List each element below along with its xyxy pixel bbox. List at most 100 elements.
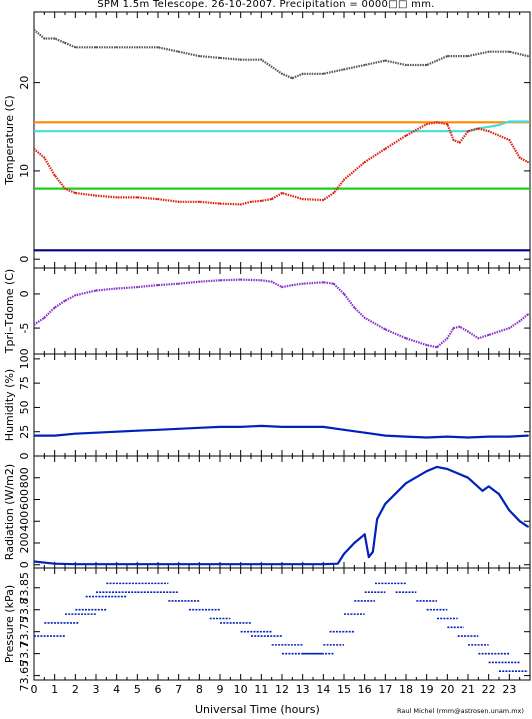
- data-point: [518, 520, 521, 523]
- y-tick-label: 73.7: [18, 641, 31, 666]
- data-point: [363, 431, 366, 434]
- x-tick-label: 6: [155, 683, 162, 696]
- data-point: [74, 432, 77, 435]
- x-axis-label: Universal Time (hours): [195, 703, 320, 716]
- data-point: [157, 284, 159, 287]
- data-point: [384, 59, 387, 62]
- data-point: [53, 562, 56, 565]
- data-point: [446, 337, 449, 340]
- y-tick-label: 73.8: [18, 597, 31, 622]
- data-point: [291, 284, 294, 287]
- data-point: [115, 563, 118, 566]
- data-point: [487, 485, 490, 488]
- data-point: [436, 465, 438, 468]
- data-point: [508, 435, 511, 438]
- x-tick-label: 2: [72, 683, 79, 696]
- data-point: [498, 123, 500, 126]
- x-tick-label: 17: [378, 683, 392, 696]
- data-point: [177, 282, 180, 285]
- data-point: [43, 316, 46, 319]
- data-point: [74, 294, 77, 297]
- data-point: [343, 428, 345, 431]
- data-point: [136, 429, 139, 432]
- data-point: [74, 563, 77, 566]
- data-point: [405, 435, 407, 438]
- data-point: [353, 306, 356, 309]
- x-tick-label: 22: [482, 683, 496, 696]
- data-point: [436, 121, 438, 124]
- data-point: [198, 55, 201, 58]
- data-point: [136, 46, 139, 49]
- data-point: [281, 191, 283, 194]
- data-point: [115, 196, 118, 199]
- series-group: [34, 582, 528, 673]
- data-point: [136, 286, 139, 289]
- data-point: [384, 502, 387, 505]
- data-point: [446, 130, 449, 133]
- data-point: [95, 431, 97, 434]
- data-point: [95, 46, 97, 49]
- data-point: [95, 289, 97, 292]
- series-line-0: [34, 424, 528, 439]
- data-point: [34, 323, 35, 326]
- data-point: [363, 63, 366, 66]
- data-point: [425, 436, 428, 439]
- data-point: [239, 425, 242, 428]
- series-line-0: [34, 28, 529, 80]
- data-point: [526, 313, 529, 316]
- data-point: [436, 59, 438, 62]
- data-point: [291, 77, 294, 80]
- data-point: [281, 563, 283, 566]
- data-point: [508, 327, 511, 330]
- data-point: [405, 337, 407, 340]
- data-point: [508, 50, 511, 53]
- x-tick-label: 10: [234, 683, 248, 696]
- data-point: [405, 482, 407, 485]
- data-point: [64, 299, 66, 302]
- data-point: [34, 147, 35, 150]
- y-axis-label: Humidity (%): [3, 369, 16, 441]
- data-point: [157, 428, 159, 431]
- data-point: [467, 55, 469, 58]
- data-point: [518, 320, 521, 323]
- data-point: [301, 425, 304, 428]
- data-point: [508, 509, 511, 512]
- data-point: [198, 426, 201, 429]
- chart-title: SPM 1.5m Telescope. 26-10-2007. Precipit…: [97, 0, 435, 10]
- y-axis-label: Temperature (C): [3, 95, 16, 185]
- data-point: [157, 563, 159, 566]
- data-point: [270, 198, 273, 201]
- data-point: [526, 434, 529, 437]
- data-point: [157, 198, 159, 201]
- data-point: [332, 191, 335, 194]
- data-point: [177, 200, 180, 203]
- data-point: [34, 187, 35, 190]
- data-point: [115, 46, 118, 49]
- data-point: [526, 120, 529, 123]
- data-point: [425, 123, 428, 126]
- data-point: [363, 161, 366, 164]
- data-point: [467, 436, 469, 439]
- data-point: [34, 560, 35, 563]
- data-point: [477, 337, 480, 340]
- x-tick-label: 19: [420, 683, 434, 696]
- y-tick-label: 0: [18, 290, 31, 297]
- data-point: [34, 121, 35, 124]
- data-point: [487, 50, 490, 53]
- data-point: [301, 282, 304, 285]
- data-point: [467, 476, 469, 479]
- data-point: [436, 346, 438, 349]
- data-point: [301, 72, 304, 75]
- y-tick-label: 20: [18, 76, 31, 90]
- data-point: [198, 200, 201, 203]
- panel-frame: [33, 353, 531, 457]
- y-tick-label: 600: [18, 489, 31, 510]
- y-axis-label: Radiation (W/m2): [3, 464, 16, 560]
- x-tick-label: 3: [93, 683, 100, 696]
- data-point: [260, 199, 263, 202]
- y-tick-label: 800: [18, 467, 31, 488]
